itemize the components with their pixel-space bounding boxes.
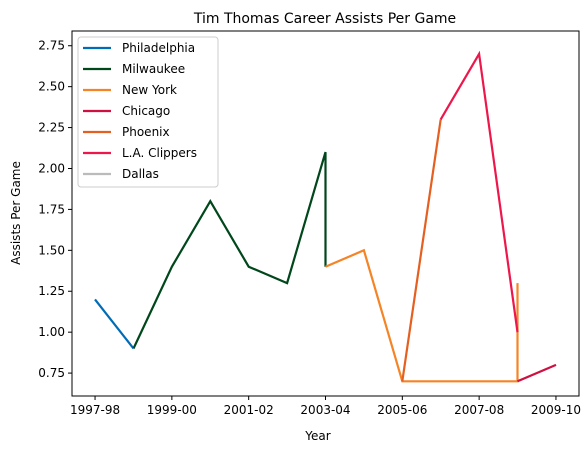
x-tick-label: 2001-02: [224, 403, 274, 417]
legend-label: Chicago: [122, 104, 170, 118]
x-tick-label: 2009-10: [531, 403, 581, 417]
x-axis: 1997-98 1999-00 2001-02 2003-04 2005-06 2007-…: [70, 396, 581, 417]
series-line-philadelphia: [94, 298, 135, 350]
x-tick-label: 2005-06: [377, 403, 427, 417]
y-tick-label: 2.75: [38, 39, 65, 53]
legend-label: Phoenix: [122, 125, 170, 139]
series-line-chicago: [517, 363, 557, 383]
y-tick-label: 2.25: [38, 121, 65, 135]
y-axis-label: Assists Per Game: [9, 161, 23, 265]
legend-frame: [77, 36, 219, 188]
y-tick-label: 2.50: [38, 80, 65, 94]
chart-title: Tim Thomas Career Assists Per Game: [193, 11, 456, 27]
legend-label: Dallas: [122, 167, 159, 181]
y-tick-label: 1.75: [38, 202, 65, 216]
series-line-phoenix: [401, 119, 442, 382]
x-tick-label: 1999-00: [147, 403, 197, 417]
series-line-new-york: [325, 248, 519, 383]
series-lines: [94, 50, 557, 383]
y-tick-label: 1.00: [38, 325, 65, 339]
legend-label: Philadelphia: [122, 41, 195, 55]
series-line-l-a-clippers: [439, 50, 519, 333]
legend: Philadelphia Milwaukee New York Chicago Phoe…: [77, 36, 219, 188]
legend-label: Milwaukee: [122, 62, 185, 76]
x-axis-label: Year: [304, 429, 330, 443]
y-axis: 0.75 1.00 1.25 1.50 1.75 2.00 2.25 2.50 2.75: [38, 39, 72, 380]
legend-label: L.A. Clippers: [122, 146, 197, 160]
legend-label: New York: [122, 83, 177, 97]
y-tick-label: 1.25: [38, 284, 65, 298]
y-tick-label: 1.50: [38, 243, 65, 257]
x-tick-label: 1997-98: [70, 403, 120, 417]
x-tick-label: 2007-08: [454, 403, 504, 417]
series-line-milwaukee: [132, 151, 327, 349]
y-tick-label: 0.75: [38, 366, 65, 380]
y-tick-label: 2.00: [38, 161, 65, 175]
x-tick-label: 2003-04: [300, 403, 350, 417]
